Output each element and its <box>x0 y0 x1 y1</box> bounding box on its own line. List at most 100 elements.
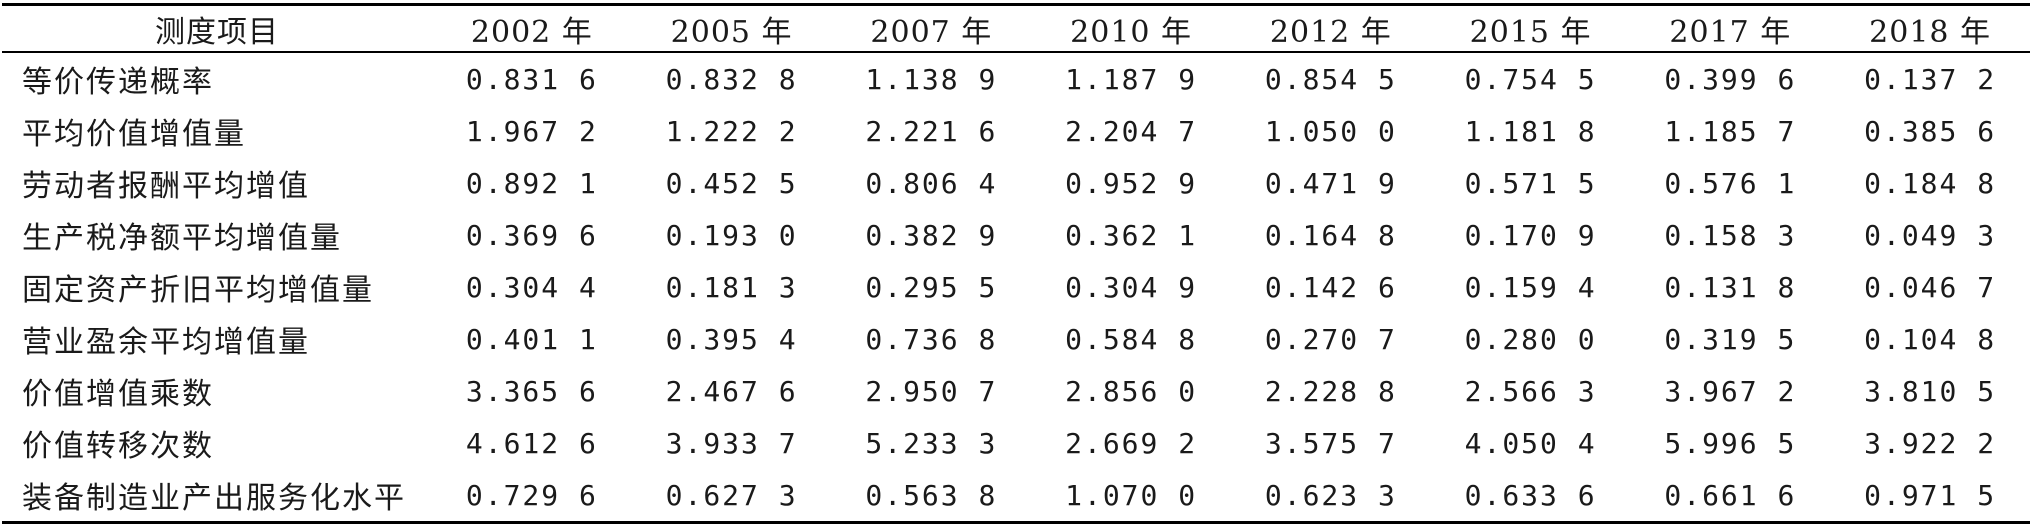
row-label: 生产税净额平均增值量 <box>22 221 342 256</box>
table-cell: 1.185 7 <box>1664 114 1797 148</box>
table-cell: 2.950 7 <box>865 374 998 408</box>
table-cell: 0.304 4 <box>465 270 598 304</box>
table-cell: 5.996 5 <box>1664 426 1797 460</box>
table-cell: 1.187 9 <box>1065 62 1198 96</box>
table-cell: 0.854 5 <box>1264 62 1397 96</box>
table-row: 劳动者报酬平均增值 0.892 1 0.452 5 0.806 4 0.952 … <box>2 157 2030 209</box>
table-cell: 0.362 1 <box>1065 218 1198 252</box>
table-cell: 0.170 9 <box>1464 218 1597 252</box>
table-cell: 2.228 8 <box>1264 374 1397 408</box>
column-header: 测度项目 <box>155 14 279 50</box>
table-cell: 0.806 4 <box>865 166 998 200</box>
table-cell: 0.729 6 <box>465 478 598 512</box>
table-cell: 3.810 5 <box>1864 374 1997 408</box>
table-cell: 3.933 7 <box>665 426 798 460</box>
table-cell: 0.971 5 <box>1864 478 1997 512</box>
table-cell: 0.131 8 <box>1664 270 1797 304</box>
table-cell: 0.627 3 <box>665 478 798 512</box>
header-row: 测度项目 2002 年 2005 年 2007 年 2010 年 2012 年 … <box>2 4 2030 52</box>
column-header: 2002 年 <box>470 14 593 50</box>
table-cell: 0.184 8 <box>1864 166 1997 200</box>
table-cell: 1.070 0 <box>1065 478 1198 512</box>
table-cell: 2.566 3 <box>1464 374 1597 408</box>
table-cell: 4.050 4 <box>1464 426 1597 460</box>
table-cell: 2.856 0 <box>1065 374 1198 408</box>
table-cell: 0.164 8 <box>1264 218 1397 252</box>
table-cell: 0.571 5 <box>1464 166 1597 200</box>
column-header: 2012 年 <box>1269 14 1392 50</box>
data-table: 测度项目 2002 年 2005 年 2007 年 2010 年 2012 年 … <box>2 3 2030 524</box>
table-cell: 0.280 0 <box>1464 322 1597 356</box>
table-cell: 3.967 2 <box>1664 374 1797 408</box>
table-cell: 2.669 2 <box>1065 426 1198 460</box>
table-header: 测度项目 2002 年 2005 年 2007 年 2010 年 2012 年 … <box>2 4 2030 52</box>
table-row: 固定资产折旧平均增值量 0.304 4 0.181 3 0.295 5 0.30… <box>2 261 2030 313</box>
table-cell: 0.736 8 <box>865 322 998 356</box>
table-cell: 2.204 7 <box>1065 114 1198 148</box>
table-cell: 2.467 6 <box>665 374 798 408</box>
table-cell: 0.158 3 <box>1664 218 1797 252</box>
table-cell: 0.563 8 <box>865 478 998 512</box>
table-cell: 1.181 8 <box>1464 114 1597 148</box>
table-cell: 5.233 3 <box>865 426 998 460</box>
table-cell: 4.612 6 <box>465 426 598 460</box>
table-cell: 1.222 2 <box>665 114 798 148</box>
row-label: 装备制造业产出服务化水平 <box>22 481 406 516</box>
column-header: 2010 年 <box>1070 14 1193 50</box>
row-label: 价值增值乘数 <box>22 377 214 412</box>
table-cell: 0.382 9 <box>865 218 998 252</box>
table-cell: 0.952 9 <box>1065 166 1198 200</box>
table-row: 装备制造业产出服务化水平 0.729 6 0.627 3 0.563 8 1.0… <box>2 469 2030 523</box>
table-cell: 0.385 6 <box>1864 114 1997 148</box>
table-cell: 0.754 5 <box>1464 62 1597 96</box>
table-cell: 0.892 1 <box>465 166 598 200</box>
table-cell: 3.365 6 <box>465 374 598 408</box>
table-cell: 0.661 6 <box>1664 478 1797 512</box>
table-body: 等价传递概率 0.831 6 0.832 8 1.138 9 1.187 9 0… <box>2 52 2030 523</box>
table-cell: 0.401 1 <box>465 322 598 356</box>
table-row: 价值增值乘数 3.365 6 2.467 6 2.950 7 2.856 0 2… <box>2 365 2030 417</box>
column-header: 2017 年 <box>1669 14 1792 50</box>
table-cell: 0.395 4 <box>665 322 798 356</box>
table-cell: 0.181 3 <box>665 270 798 304</box>
table-row: 等价传递概率 0.831 6 0.832 8 1.138 9 1.187 9 0… <box>2 52 2030 105</box>
row-label: 劳动者报酬平均增值 <box>22 169 310 204</box>
table-cell: 1.967 2 <box>465 114 598 148</box>
row-label: 等价传递概率 <box>22 65 214 100</box>
table-cell: 0.104 8 <box>1864 322 1997 356</box>
table-cell: 0.369 6 <box>465 218 598 252</box>
row-label: 平均价值增值量 <box>22 117 246 152</box>
table-row: 平均价值增值量 1.967 2 1.222 2 2.221 6 2.204 7 … <box>2 105 2030 157</box>
column-header: 2018 年 <box>1869 14 1992 50</box>
table-cell: 1.050 0 <box>1264 114 1397 148</box>
table-cell: 1.138 9 <box>865 62 998 96</box>
table-cell: 0.584 8 <box>1065 322 1198 356</box>
table-cell: 0.452 5 <box>665 166 798 200</box>
column-header: 2007 年 <box>870 14 993 50</box>
table-cell: 0.633 6 <box>1464 478 1597 512</box>
row-label: 固定资产折旧平均增值量 <box>22 273 374 308</box>
row-label: 价值转移次数 <box>22 429 214 464</box>
column-header: 2005 年 <box>670 14 793 50</box>
table-cell: 3.922 2 <box>1864 426 1997 460</box>
table-cell: 0.159 4 <box>1464 270 1597 304</box>
table-cell: 0.304 9 <box>1065 270 1198 304</box>
table-cell: 0.399 6 <box>1664 62 1797 96</box>
table-cell: 2.221 6 <box>865 114 998 148</box>
table-cell: 0.471 9 <box>1264 166 1397 200</box>
table-cell: 0.295 5 <box>865 270 998 304</box>
table-cell: 0.270 7 <box>1264 322 1397 356</box>
table-row: 价值转移次数 4.612 6 3.933 7 5.233 3 2.669 2 3… <box>2 417 2030 469</box>
table-cell: 0.046 7 <box>1864 270 1997 304</box>
table-row: 营业盈余平均增值量 0.401 1 0.395 4 0.736 8 0.584 … <box>2 313 2030 365</box>
table-row: 生产税净额平均增值量 0.369 6 0.193 0 0.382 9 0.362… <box>2 209 2030 261</box>
table-cell: 0.831 6 <box>465 62 598 96</box>
table-cell: 0.142 6 <box>1264 270 1397 304</box>
table-cell: 0.576 1 <box>1664 166 1797 200</box>
row-label: 营业盈余平均增值量 <box>22 325 310 360</box>
table-cell: 0.319 5 <box>1664 322 1797 356</box>
table-cell: 0.137 2 <box>1864 62 1997 96</box>
table-cell: 3.575 7 <box>1264 426 1397 460</box>
column-header: 2015 年 <box>1469 14 1592 50</box>
